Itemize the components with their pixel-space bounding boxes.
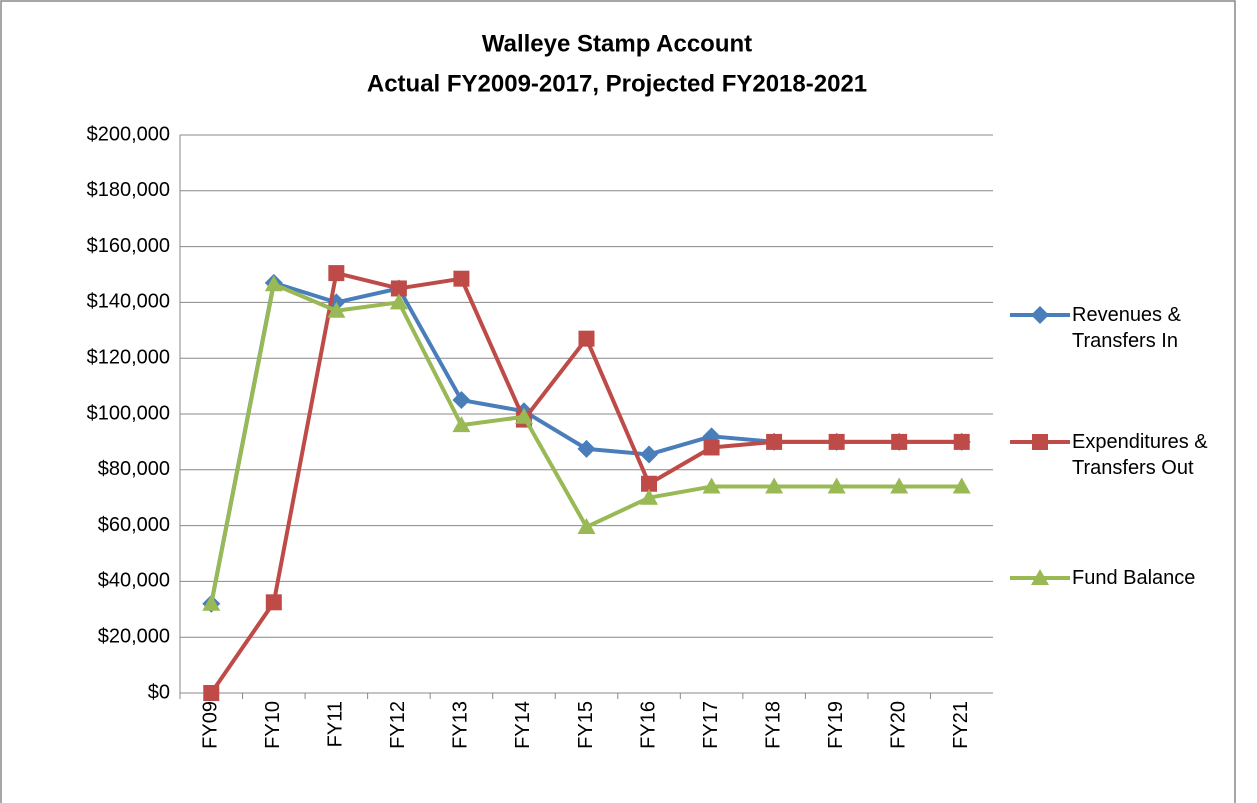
y-tick-label: $180,000 — [87, 179, 170, 201]
data-point — [827, 477, 846, 494]
x-tick-label: FY09 — [200, 701, 222, 749]
legend-marker — [1032, 434, 1048, 450]
data-point — [452, 391, 471, 410]
x-tick-label: FY10 — [262, 701, 284, 749]
y-tick-label: $80,000 — [98, 458, 170, 480]
y-tick-label: $120,000 — [87, 346, 170, 368]
data-point — [452, 416, 471, 433]
data-point — [265, 594, 282, 611]
data-point — [514, 407, 533, 424]
data-point — [578, 330, 595, 347]
y-tick-label: $160,000 — [87, 235, 170, 257]
x-tick-label: FY18 — [762, 701, 784, 749]
data-point — [640, 488, 659, 505]
data-point — [328, 265, 345, 282]
y-tick-label: $140,000 — [87, 291, 170, 313]
data-point — [890, 477, 909, 494]
data-point — [577, 439, 596, 458]
data-point — [641, 475, 658, 492]
data-point — [389, 293, 408, 310]
x-tick-label: FY13 — [450, 701, 472, 749]
data-point — [766, 433, 783, 450]
data-point — [953, 433, 970, 450]
data-point — [577, 517, 596, 534]
x-tick-label: FY16 — [637, 701, 659, 749]
data-point — [453, 270, 470, 287]
y-tick-label: $20,000 — [98, 625, 170, 647]
y-tick-label: $0 — [148, 681, 170, 703]
x-tick-label: FY14 — [512, 701, 534, 749]
data-point — [765, 477, 784, 494]
legend-label: Revenues & Transfers In — [1072, 304, 1181, 352]
legend-label: Expenditures & Transfers Out — [1072, 431, 1208, 479]
data-point — [640, 445, 659, 464]
x-tick-label: FY19 — [825, 701, 847, 749]
data-point — [390, 280, 407, 297]
data-point — [203, 685, 220, 701]
legend-label: Fund Balance — [1072, 567, 1196, 589]
data-point — [703, 439, 720, 456]
chart-title: Walleye Stamp Account — [482, 30, 752, 57]
data-point — [202, 594, 221, 611]
legend-marker — [1031, 569, 1049, 585]
data-point — [264, 275, 283, 292]
x-tick-label: FY15 — [575, 701, 597, 749]
data-point — [327, 301, 346, 318]
data-point — [828, 433, 845, 450]
x-tick-label: FY20 — [887, 701, 909, 749]
y-tick-label: $100,000 — [87, 402, 170, 424]
data-point — [952, 477, 971, 494]
data-point — [891, 433, 908, 450]
x-tick-label: FY17 — [700, 701, 722, 749]
x-tick-label: FY21 — [950, 701, 972, 749]
x-tick-label: FY12 — [387, 701, 409, 749]
data-point — [702, 477, 721, 494]
x-tick-label: FY11 — [325, 701, 347, 747]
y-tick-label: $60,000 — [98, 514, 170, 536]
legend-marker — [1031, 306, 1049, 324]
y-tick-label: $200,000 — [87, 123, 170, 145]
chart-subtitle: Actual FY2009-2017, Projected FY2018-202… — [367, 70, 867, 97]
y-tick-label: $40,000 — [98, 570, 170, 592]
